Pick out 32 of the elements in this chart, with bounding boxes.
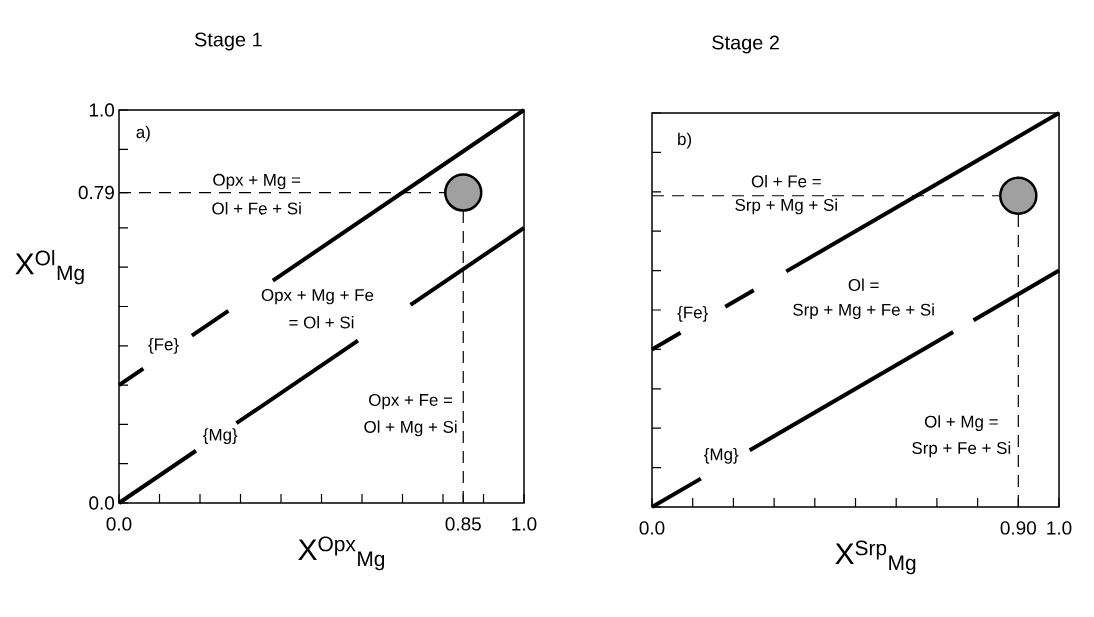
annotation: Ol + Mg + Si bbox=[364, 420, 457, 437]
chart-title: Stage 1 bbox=[194, 32, 262, 51]
x-tick-label: 0.85 bbox=[445, 517, 481, 531]
annotation: Opx + Fe = bbox=[369, 393, 453, 410]
annotation: Srp + Mg + Fe + Si bbox=[793, 303, 934, 320]
annotation: Ol = bbox=[848, 278, 879, 292]
annotation: Ol + Mg = bbox=[924, 415, 998, 431]
annotation: = Ol + Si bbox=[289, 316, 354, 329]
x-tick-label: 1.0 bbox=[512, 517, 537, 531]
annotation: a) bbox=[136, 125, 150, 142]
annotation: Opx + Mg + Fe bbox=[261, 289, 374, 305]
annotation: {Mg} bbox=[704, 447, 739, 464]
x-tick-label: 0.0 bbox=[106, 517, 132, 531]
annotation: {Fe} bbox=[677, 306, 708, 322]
x-tick-label: 0.0 bbox=[639, 521, 665, 535]
annotation: Ol + Fe = bbox=[751, 174, 821, 188]
x-tick-label: 1.0 bbox=[1047, 521, 1072, 535]
annotation: {Mg} bbox=[203, 428, 238, 445]
y-tick-label: 0.0 bbox=[89, 496, 115, 510]
annotation: Ol + Fe + Si bbox=[212, 202, 301, 215]
x-tick-label: 0.90 bbox=[1000, 521, 1036, 535]
annotation: Srp + Mg + Si bbox=[735, 198, 837, 215]
y-tick-label: 0.79 bbox=[78, 185, 114, 200]
annotation: Srp + Fe + Si bbox=[912, 441, 1011, 458]
y-axis-title: X$^{Ol}$Mg bbox=[15, 250, 84, 285]
annotation: Opx + Mg = bbox=[213, 173, 301, 190]
y-tick-label: 1.0 bbox=[89, 103, 115, 117]
annotation: b) bbox=[678, 132, 692, 149]
annotation: {Fe} bbox=[148, 337, 179, 354]
x-axis-title: X$^{Srp}$Mg bbox=[835, 540, 916, 575]
chart-title: Stage 2 bbox=[712, 35, 779, 54]
x-axis-title: X$^{Opx}$Mg bbox=[298, 536, 385, 571]
